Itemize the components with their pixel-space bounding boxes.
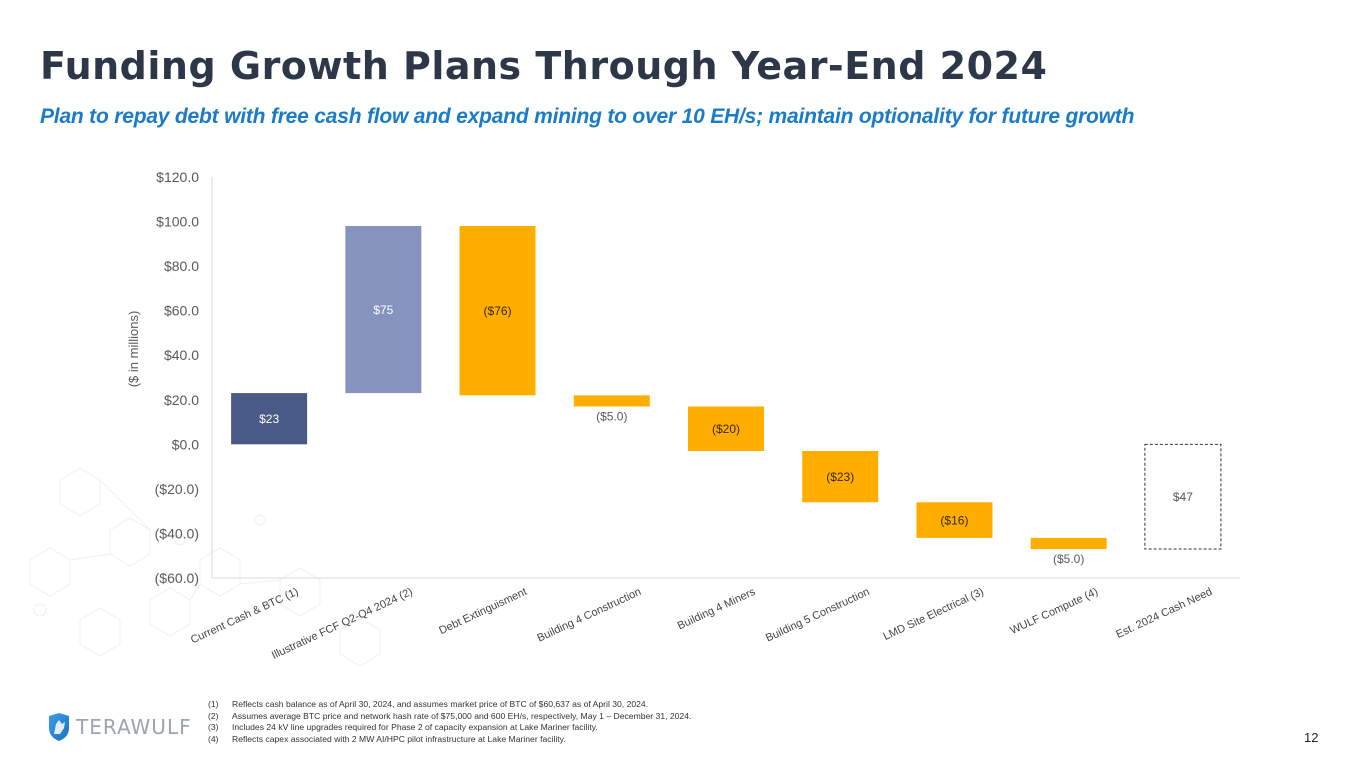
slide-title: Funding Growth Plans Through Year-End 20… [40, 44, 1048, 88]
footnote-text: Assumes average BTC price and network ha… [232, 710, 692, 721]
y-tick-label: $0.0 [172, 436, 199, 452]
footnotes: (1) Reflects cash balance as of April 30,… [208, 699, 691, 745]
data-labels: $23 $75 ($76) ($5.0) ($20) ($23) ($16) ($5.0) $4… [259, 303, 1193, 566]
bar-decrease [916, 502, 993, 538]
footnote-4: (4) Reflects capex associated with 2 MW A… [208, 734, 691, 746]
bar-total [1144, 443, 1222, 550]
bar-decrease [802, 451, 879, 503]
y-tick-label: ($20.0) [155, 481, 199, 497]
footnote-number: (4) [208, 733, 219, 744]
bar-decrease [573, 395, 650, 407]
data-label: ($23) [826, 470, 854, 484]
page-number: 12 [1304, 730, 1319, 745]
y-axis-ticks: $120.0 $100.0 $80.0 $60.0 $40.0 $20.0 $0.0 ($20… [155, 169, 200, 586]
x-tick-label: Debt Extinguisment [437, 586, 529, 637]
y-tick-label: $80.0 [164, 258, 199, 274]
footnote-text: Reflects cash balance as of April 30, 20… [232, 699, 649, 709]
slide-subtitle: Plan to repay debt with free cash flow a… [40, 105, 1135, 128]
terawulf-logo: TERAWULF [46, 712, 192, 742]
data-label: ($5.0) [1053, 552, 1084, 566]
y-tick-label: $40.0 [164, 347, 199, 363]
footnote-number: (2) [208, 710, 219, 721]
y-tick-label: $120.0 [156, 169, 199, 185]
x-tick-label: Est. 2024 Cash Need [1114, 586, 1214, 641]
footnote-text: Includes 24 kV line upgrades required fo… [232, 722, 598, 732]
data-label: ($5.0) [596, 409, 627, 423]
bar-decrease [459, 226, 536, 396]
x-tick-label: Building 4 Miners [676, 586, 758, 633]
data-label: ($16) [940, 514, 968, 528]
y-tick-label: $100.0 [156, 214, 199, 230]
bars [231, 226, 1222, 550]
y-tick-label: ($40.0) [155, 525, 199, 541]
footnote-number: (3) [208, 722, 219, 732]
footnote-number: (1) [208, 699, 219, 709]
logo-text: TERAWULF [76, 715, 192, 739]
bar-increase [345, 226, 422, 394]
data-label: $47 [1173, 490, 1193, 504]
x-axis-ticks: Current Cash & BTC (1)Illustrative FCF Q… [189, 586, 1214, 662]
waterfall-chart: ($ in millions) $120.0 $100.0 $80.0 $60.0 $4… [126, 169, 1240, 662]
y-axis-title: ($ in millions) [126, 311, 141, 388]
data-label: ($20) [712, 422, 740, 436]
x-tick-label: Current Cash & BTC (1) [189, 586, 300, 646]
y-tick-label: $60.0 [164, 303, 199, 319]
footnote-2: (2) Assumes average BTC price and network… [208, 711, 691, 723]
x-tick-label: Building 4 Construction [535, 586, 643, 645]
data-label: $23 [259, 412, 279, 426]
bar-start [231, 393, 308, 445]
x-tick-label: LMD Site Electrical (3) [881, 586, 985, 643]
wolf-shield-icon [49, 713, 69, 741]
footnote-1: (1) Reflects cash balance as of April 30,… [208, 699, 691, 711]
x-tick-label: WULF Compute (4) [1008, 586, 1099, 637]
x-tick-label: Building 5 Construction [764, 586, 872, 645]
hexagon-background-pattern [29, 467, 381, 667]
data-label: $75 [373, 303, 393, 317]
footnote-3: (3) Includes 24 kV line upgrades required… [208, 722, 691, 734]
bar-decrease [1030, 537, 1107, 550]
y-tick-label: $20.0 [164, 392, 199, 408]
y-tick-label: ($60.0) [155, 570, 199, 586]
footnote-text: Reflects capex associated with 2 MW AI/H… [232, 733, 566, 744]
data-label: ($76) [484, 304, 512, 318]
bar-decrease [688, 406, 764, 452]
